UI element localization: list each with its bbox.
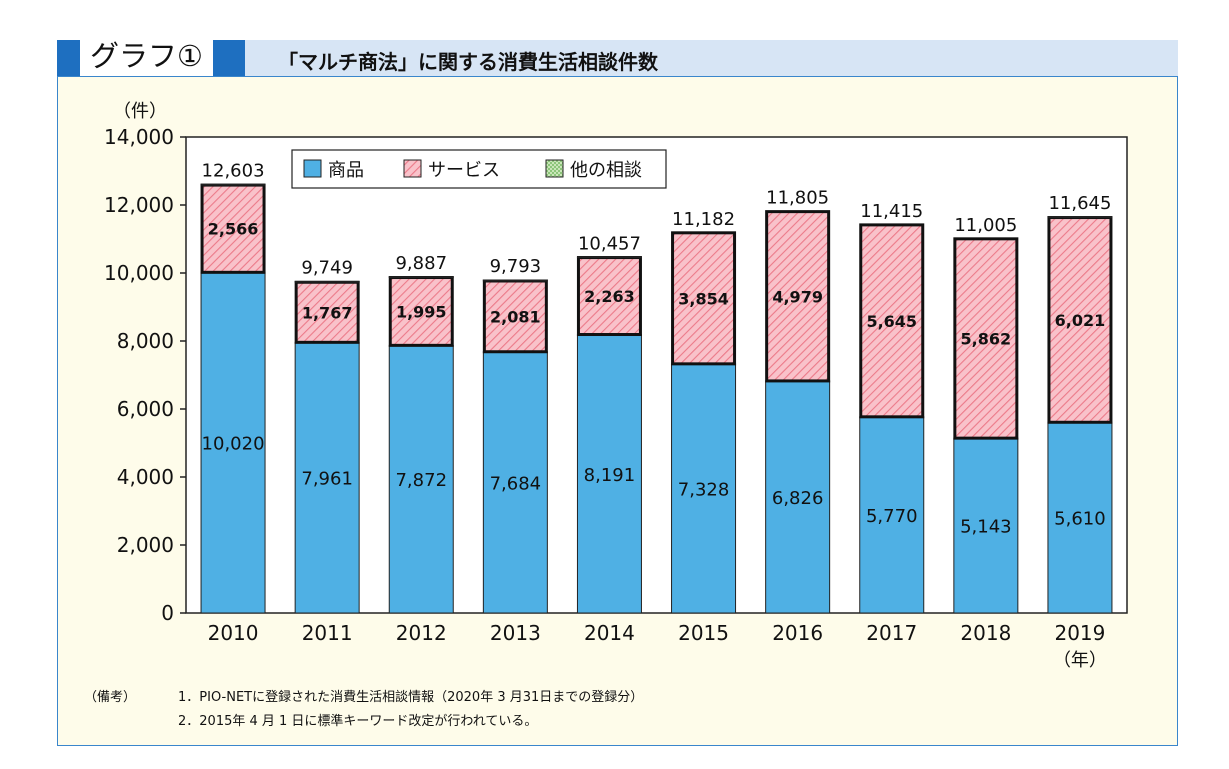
data-label-total: 11,645	[1048, 193, 1111, 214]
bar-services	[671, 231, 737, 366]
y-axis-label: （件）	[113, 101, 167, 122]
bar-services	[765, 210, 831, 383]
y-tick-label: 4,000	[117, 465, 174, 489]
bar-other	[388, 276, 454, 279]
data-label-services: 2,566	[208, 220, 259, 239]
bar-services	[388, 276, 454, 347]
note-item-1: 1．PIO-NETに登録された消費生活相談情報（2020年 3 月31日までの登…	[178, 690, 644, 705]
chart-number-label: グラフ①	[80, 36, 213, 76]
data-label-goods: 5,770	[866, 506, 918, 527]
data-label-goods: 7,684	[490, 473, 542, 494]
y-tick-label: 2,000	[117, 533, 174, 557]
chart-title: 「マルチ商法」に関する消費生活相談件数	[278, 50, 658, 74]
legend-swatch-goods	[303, 159, 322, 178]
x-tick-label: 2014	[584, 621, 635, 645]
data-label-total: 11,182	[672, 209, 735, 230]
x-tick-label: 2016	[772, 621, 823, 645]
x-tick-label: 2018	[960, 621, 1011, 645]
y-tick-label: 14,000	[104, 125, 174, 149]
data-label-goods: 10,020	[202, 434, 265, 455]
bar-goods	[1047, 421, 1113, 614]
data-label-total: 9,887	[395, 253, 447, 274]
legend-swatch-services	[403, 159, 422, 178]
x-axis-unit-label: （年）	[1053, 650, 1107, 671]
legend-label: サービス	[428, 160, 500, 181]
bar-services	[1047, 216, 1113, 424]
bar-goods	[671, 363, 737, 614]
bar-other	[200, 183, 266, 186]
x-tick-label: 2011	[302, 621, 353, 645]
bar-other	[294, 281, 360, 283]
legend-swatch-other	[545, 159, 564, 178]
bar-goods	[953, 437, 1019, 614]
y-tick-label: 10,000	[104, 261, 174, 285]
data-label-services: 5,862	[961, 329, 1012, 348]
data-label-goods: 7,961	[301, 469, 353, 490]
legend-label: 他の相談	[570, 160, 642, 181]
bar-services	[482, 279, 548, 354]
legend-box	[291, 149, 667, 189]
bar-goods	[388, 344, 454, 614]
x-tick-label: 2019	[1054, 621, 1105, 645]
data-label-goods: 5,143	[960, 517, 1012, 538]
bar-goods	[294, 341, 360, 614]
legend-label: 商品	[328, 160, 364, 181]
data-label-goods: 7,328	[678, 479, 730, 500]
data-label-goods: 8,191	[584, 465, 636, 486]
data-label-services: 3,854	[678, 289, 729, 308]
bar-goods	[200, 271, 266, 614]
y-tick-label: 8,000	[117, 329, 174, 353]
bar-services	[953, 237, 1019, 440]
x-tick-label: 2012	[396, 621, 447, 645]
y-tick-label: 12,000	[104, 193, 174, 217]
y-tick-label: 6,000	[117, 397, 174, 421]
data-label-total: 9,793	[490, 256, 542, 277]
data-label-goods: 6,826	[772, 488, 824, 509]
bar-other	[482, 279, 548, 282]
x-tick-label: 2017	[866, 621, 917, 645]
data-label-services: 4,979	[772, 287, 823, 306]
notes-label: （備考）	[84, 690, 137, 705]
data-label-total: 11,805	[766, 188, 829, 209]
data-label-total: 11,005	[954, 215, 1017, 236]
x-tick-label: 2013	[490, 621, 541, 645]
bar-goods	[482, 351, 548, 614]
data-label-services: 1,767	[302, 303, 353, 322]
data-label-goods: 7,872	[395, 470, 447, 491]
data-label-total: 12,603	[202, 160, 265, 181]
x-tick-label: 2015	[678, 621, 729, 645]
x-tick-label: 2010	[208, 621, 259, 645]
data-label-services: 5,645	[866, 312, 917, 331]
data-label-services: 6,021	[1055, 311, 1106, 330]
bar-services	[294, 280, 360, 344]
bar-services	[200, 183, 266, 274]
y-tick-label: 0	[161, 601, 174, 625]
data-label-services: 2,263	[584, 287, 635, 306]
data-label-services: 1,995	[396, 302, 447, 321]
data-label-services: 2,081	[490, 307, 541, 326]
data-label-goods: 5,610	[1054, 509, 1106, 530]
note-item-2: 2．2015年 4 月 1 日に標準キーワード改定が行われている。	[178, 714, 538, 729]
bar-goods	[859, 416, 925, 614]
data-label-total: 10,457	[578, 233, 641, 254]
bar-services	[859, 223, 925, 419]
data-label-total: 9,749	[301, 258, 353, 279]
data-label-total: 11,415	[860, 201, 923, 222]
